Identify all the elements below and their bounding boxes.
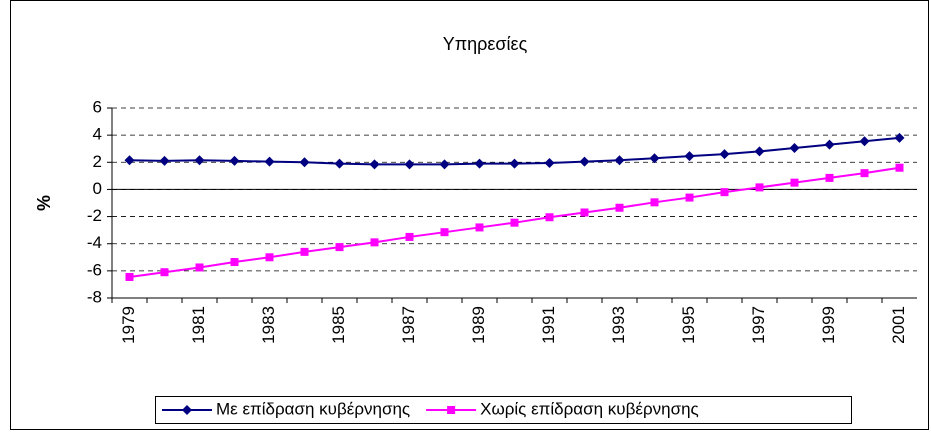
data-point [160, 268, 169, 277]
y-tick-label: 6 [93, 97, 102, 116]
data-point [439, 159, 450, 170]
data-point [265, 253, 274, 262]
x-tick-label: 1983 [259, 306, 278, 344]
data-point [649, 153, 660, 164]
data-point [684, 151, 695, 162]
data-point [334, 158, 345, 169]
data-point [194, 155, 205, 166]
data-point [790, 178, 799, 187]
data-point [650, 198, 659, 207]
data-point [264, 156, 275, 167]
data-point [299, 157, 310, 168]
data-point [474, 158, 485, 169]
data-point [615, 203, 624, 212]
data-point [860, 169, 869, 178]
legend-marker [447, 406, 456, 414]
x-tick-label: 1985 [329, 306, 348, 344]
x-tick-label: 1997 [749, 306, 768, 344]
y-tick-label: 0 [93, 179, 102, 198]
data-point [510, 218, 519, 227]
data-point [440, 228, 449, 237]
chart-title: Υπηρεσίες [443, 34, 528, 54]
data-point [405, 232, 414, 241]
data-point [825, 173, 834, 182]
x-tick-label: 1993 [609, 306, 628, 344]
data-point [300, 247, 309, 256]
y-axis-label: % [34, 195, 54, 211]
data-point [754, 146, 765, 157]
data-point [755, 183, 764, 192]
y-tick-label: -8 [87, 287, 102, 306]
data-point [475, 223, 484, 232]
data-point [509, 158, 520, 169]
data-point [579, 156, 590, 167]
x-tick-label: 1989 [469, 306, 488, 344]
data-point [404, 159, 415, 170]
y-tick-label: 2 [93, 152, 102, 171]
legend-box [155, 396, 852, 424]
data-point [685, 193, 694, 202]
data-point [195, 263, 204, 272]
chart-border [10, 0, 929, 430]
y-tick-label: 4 [93, 125, 102, 144]
data-point [545, 213, 554, 222]
data-point [544, 157, 555, 168]
data-point [895, 163, 904, 172]
legend-label: Με επίδραση κυβέρνησης [216, 399, 410, 418]
x-tick-label: 1995 [679, 306, 698, 344]
data-point [719, 149, 730, 160]
data-point [230, 258, 239, 267]
x-tick-label: 1979 [119, 306, 138, 344]
x-tick-label: 1987 [399, 306, 418, 344]
data-point [124, 155, 135, 166]
data-point [369, 159, 380, 170]
data-point [614, 155, 625, 166]
y-tick-label: -6 [87, 260, 102, 279]
y-tick-label: -4 [87, 233, 102, 252]
data-point [229, 155, 240, 166]
data-point [125, 272, 134, 281]
x-tick-label: 1999 [819, 306, 838, 344]
data-point [824, 139, 835, 150]
data-point [789, 143, 800, 154]
x-tick-label: 2001 [889, 306, 908, 344]
data-point [159, 155, 170, 166]
legend-marker [182, 405, 192, 415]
legend-label: Χωρίς επίδραση κυβέρνησης [480, 399, 699, 418]
y-tick-label: -2 [87, 206, 102, 225]
data-point [859, 136, 870, 147]
x-tick-label: 1991 [539, 306, 558, 344]
data-point [720, 188, 729, 197]
data-point [335, 243, 344, 252]
data-point [580, 208, 589, 217]
data-point [370, 238, 379, 247]
x-tick-label: 1981 [189, 306, 208, 344]
data-point [894, 132, 905, 143]
